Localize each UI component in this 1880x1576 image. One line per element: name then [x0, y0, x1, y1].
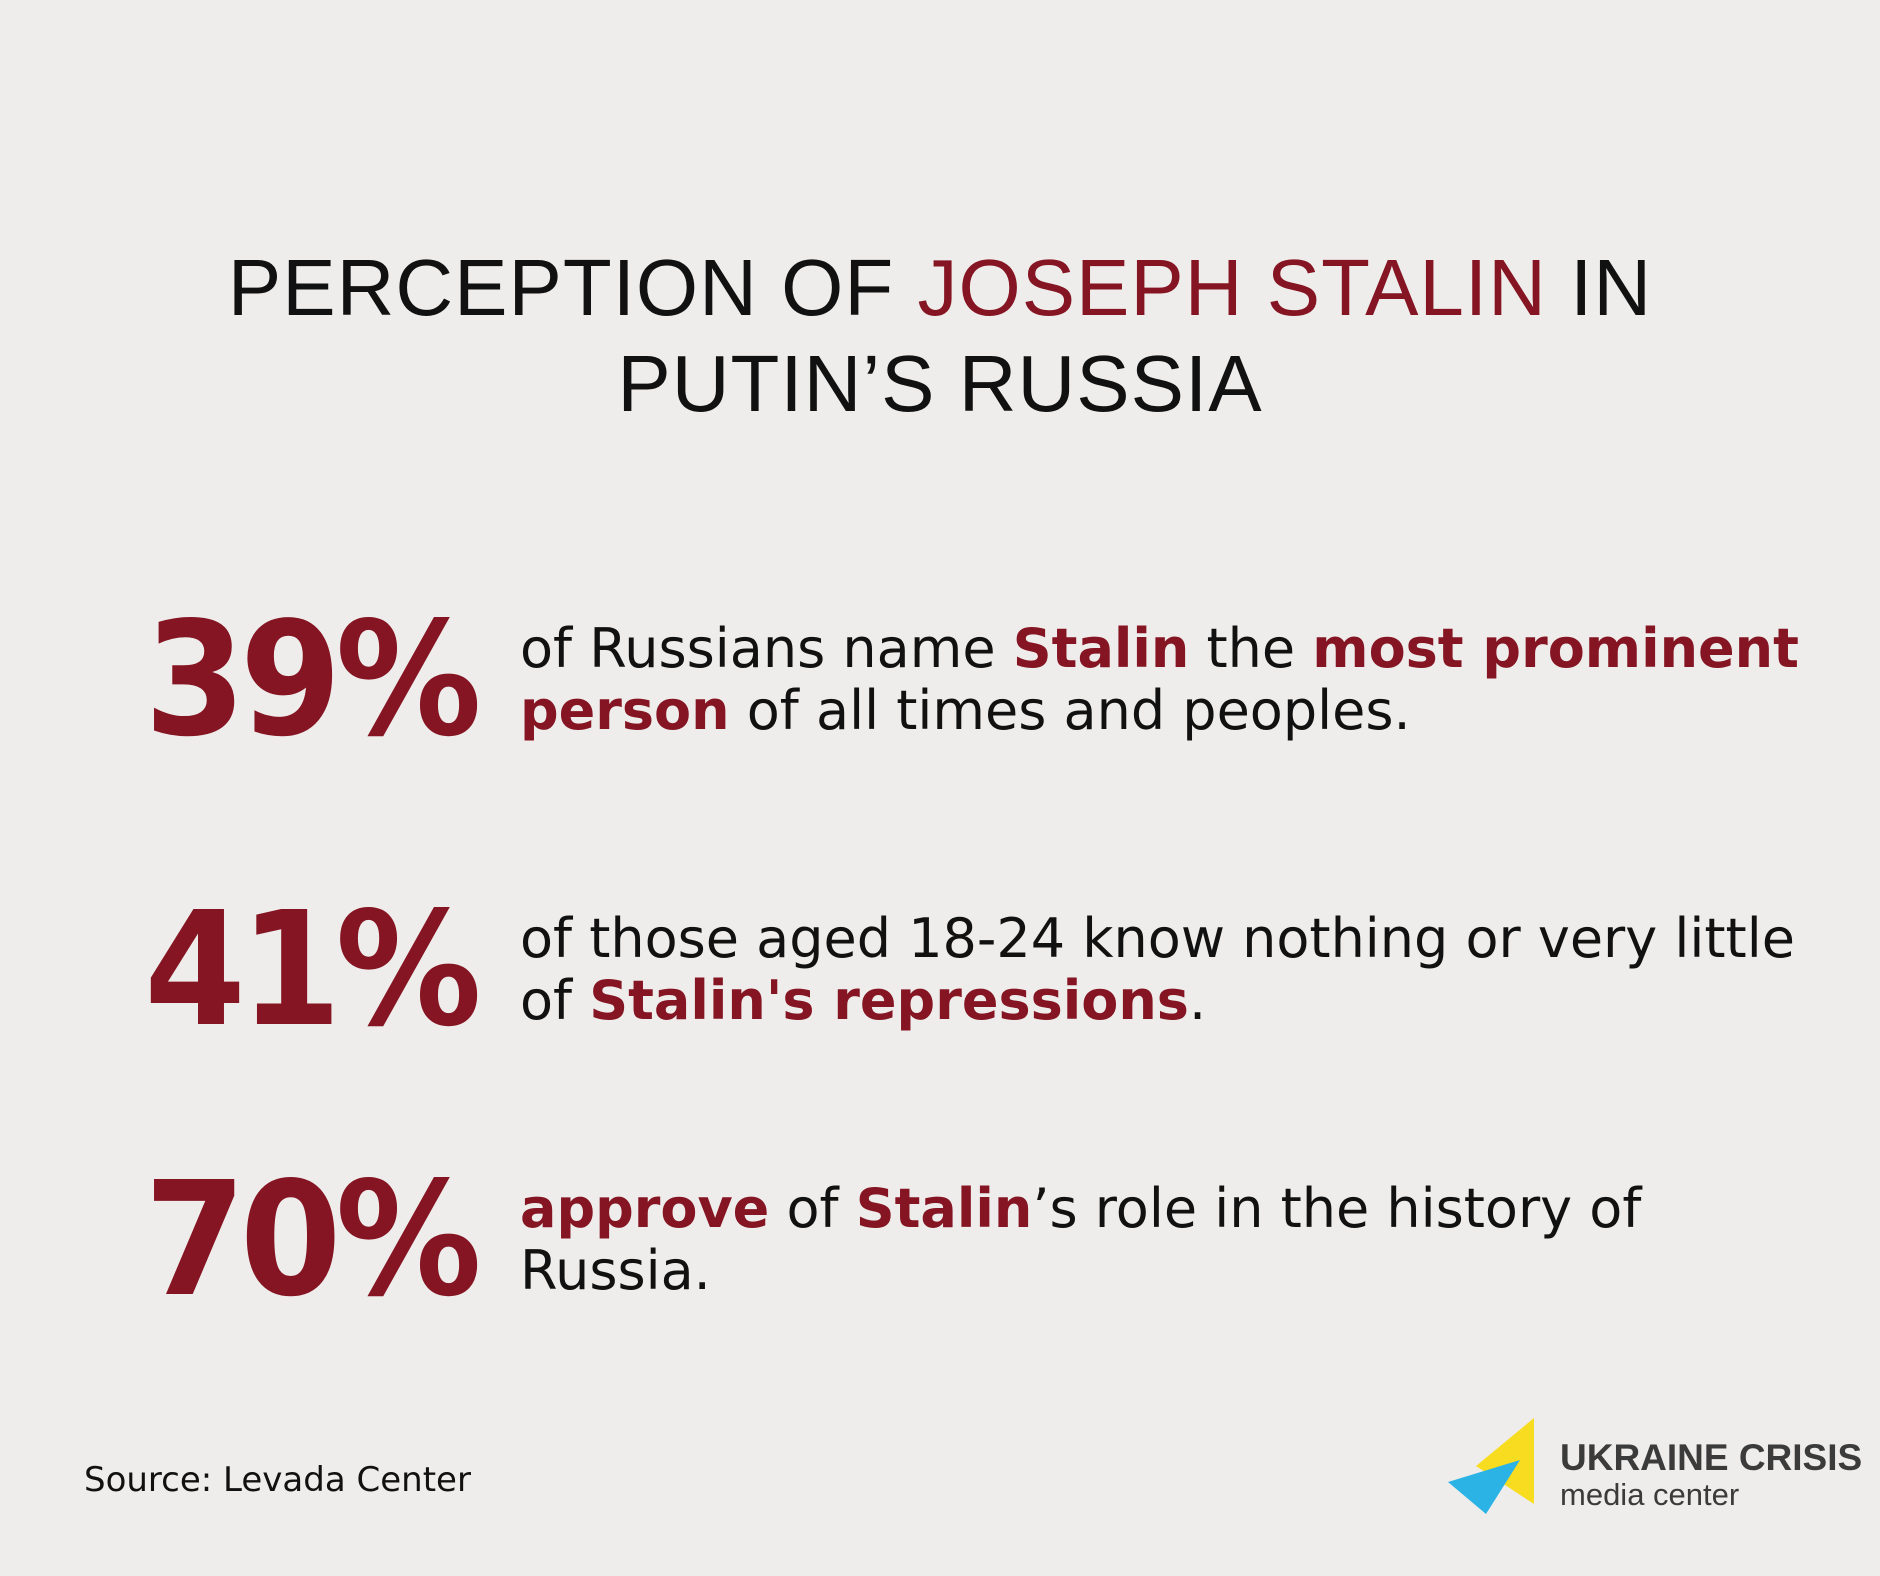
highlight-text: Stalin [1012, 617, 1190, 680]
title-prefix: PERCEPTION OF [227, 243, 918, 332]
title-accent: JOSEPH STALIN [917, 243, 1547, 332]
description-text: of [769, 1177, 856, 1240]
highlight-text: Stalin's repressions [589, 969, 1189, 1032]
description-text: of those aged 18-24 know nothing or very… [520, 907, 1795, 1032]
stat-percent: 41% [144, 878, 481, 1062]
source-note: Source: Levada Center [84, 1460, 471, 1500]
triangle-logo-icon [1448, 1418, 1534, 1514]
stat-description: of those aged 18-24 know nothing or very… [520, 908, 1840, 1032]
description-text: of Russians name [520, 617, 1013, 680]
description-text: the [1189, 617, 1313, 680]
logo-text-line2: media center [1560, 1477, 1740, 1512]
stat-description: approve of Stalin’s role in the history … [520, 1178, 1840, 1302]
page-title: PERCEPTION OF JOSEPH STALIN IN PUTIN’S R… [0, 240, 1880, 432]
stat-row-3: 70% approve of Stalin’s role in the hist… [0, 1148, 1880, 1332]
description-text: of all times and peoples. [729, 679, 1411, 742]
highlight-text: approve [520, 1177, 770, 1240]
highlight-text: Stalin [855, 1177, 1033, 1240]
stat-row-1: 39% of Russians name Stalin the most pro… [0, 588, 1880, 772]
highlight-text: most prominent person [520, 617, 1799, 742]
description-text: . [1188, 969, 1207, 1032]
stat-description: of Russians name Stalin the most promine… [520, 618, 1840, 742]
stat-row-2: 41% of those aged 18-24 know nothing or … [0, 878, 1880, 1062]
stat-percent: 39% [144, 588, 481, 772]
ukraine-crisis-media-center-logo: UKRAINE CRISIS media center [1448, 1416, 1862, 1516]
title-line2: PUTIN’S RUSSIA [617, 339, 1263, 428]
description-text: ’s role in the history of Russia. [520, 1177, 1642, 1302]
stat-percent: 70% [144, 1148, 481, 1332]
title-suffix: IN [1546, 243, 1653, 332]
logo-text-line1: UKRAINE CRISIS [1560, 1437, 1863, 1478]
